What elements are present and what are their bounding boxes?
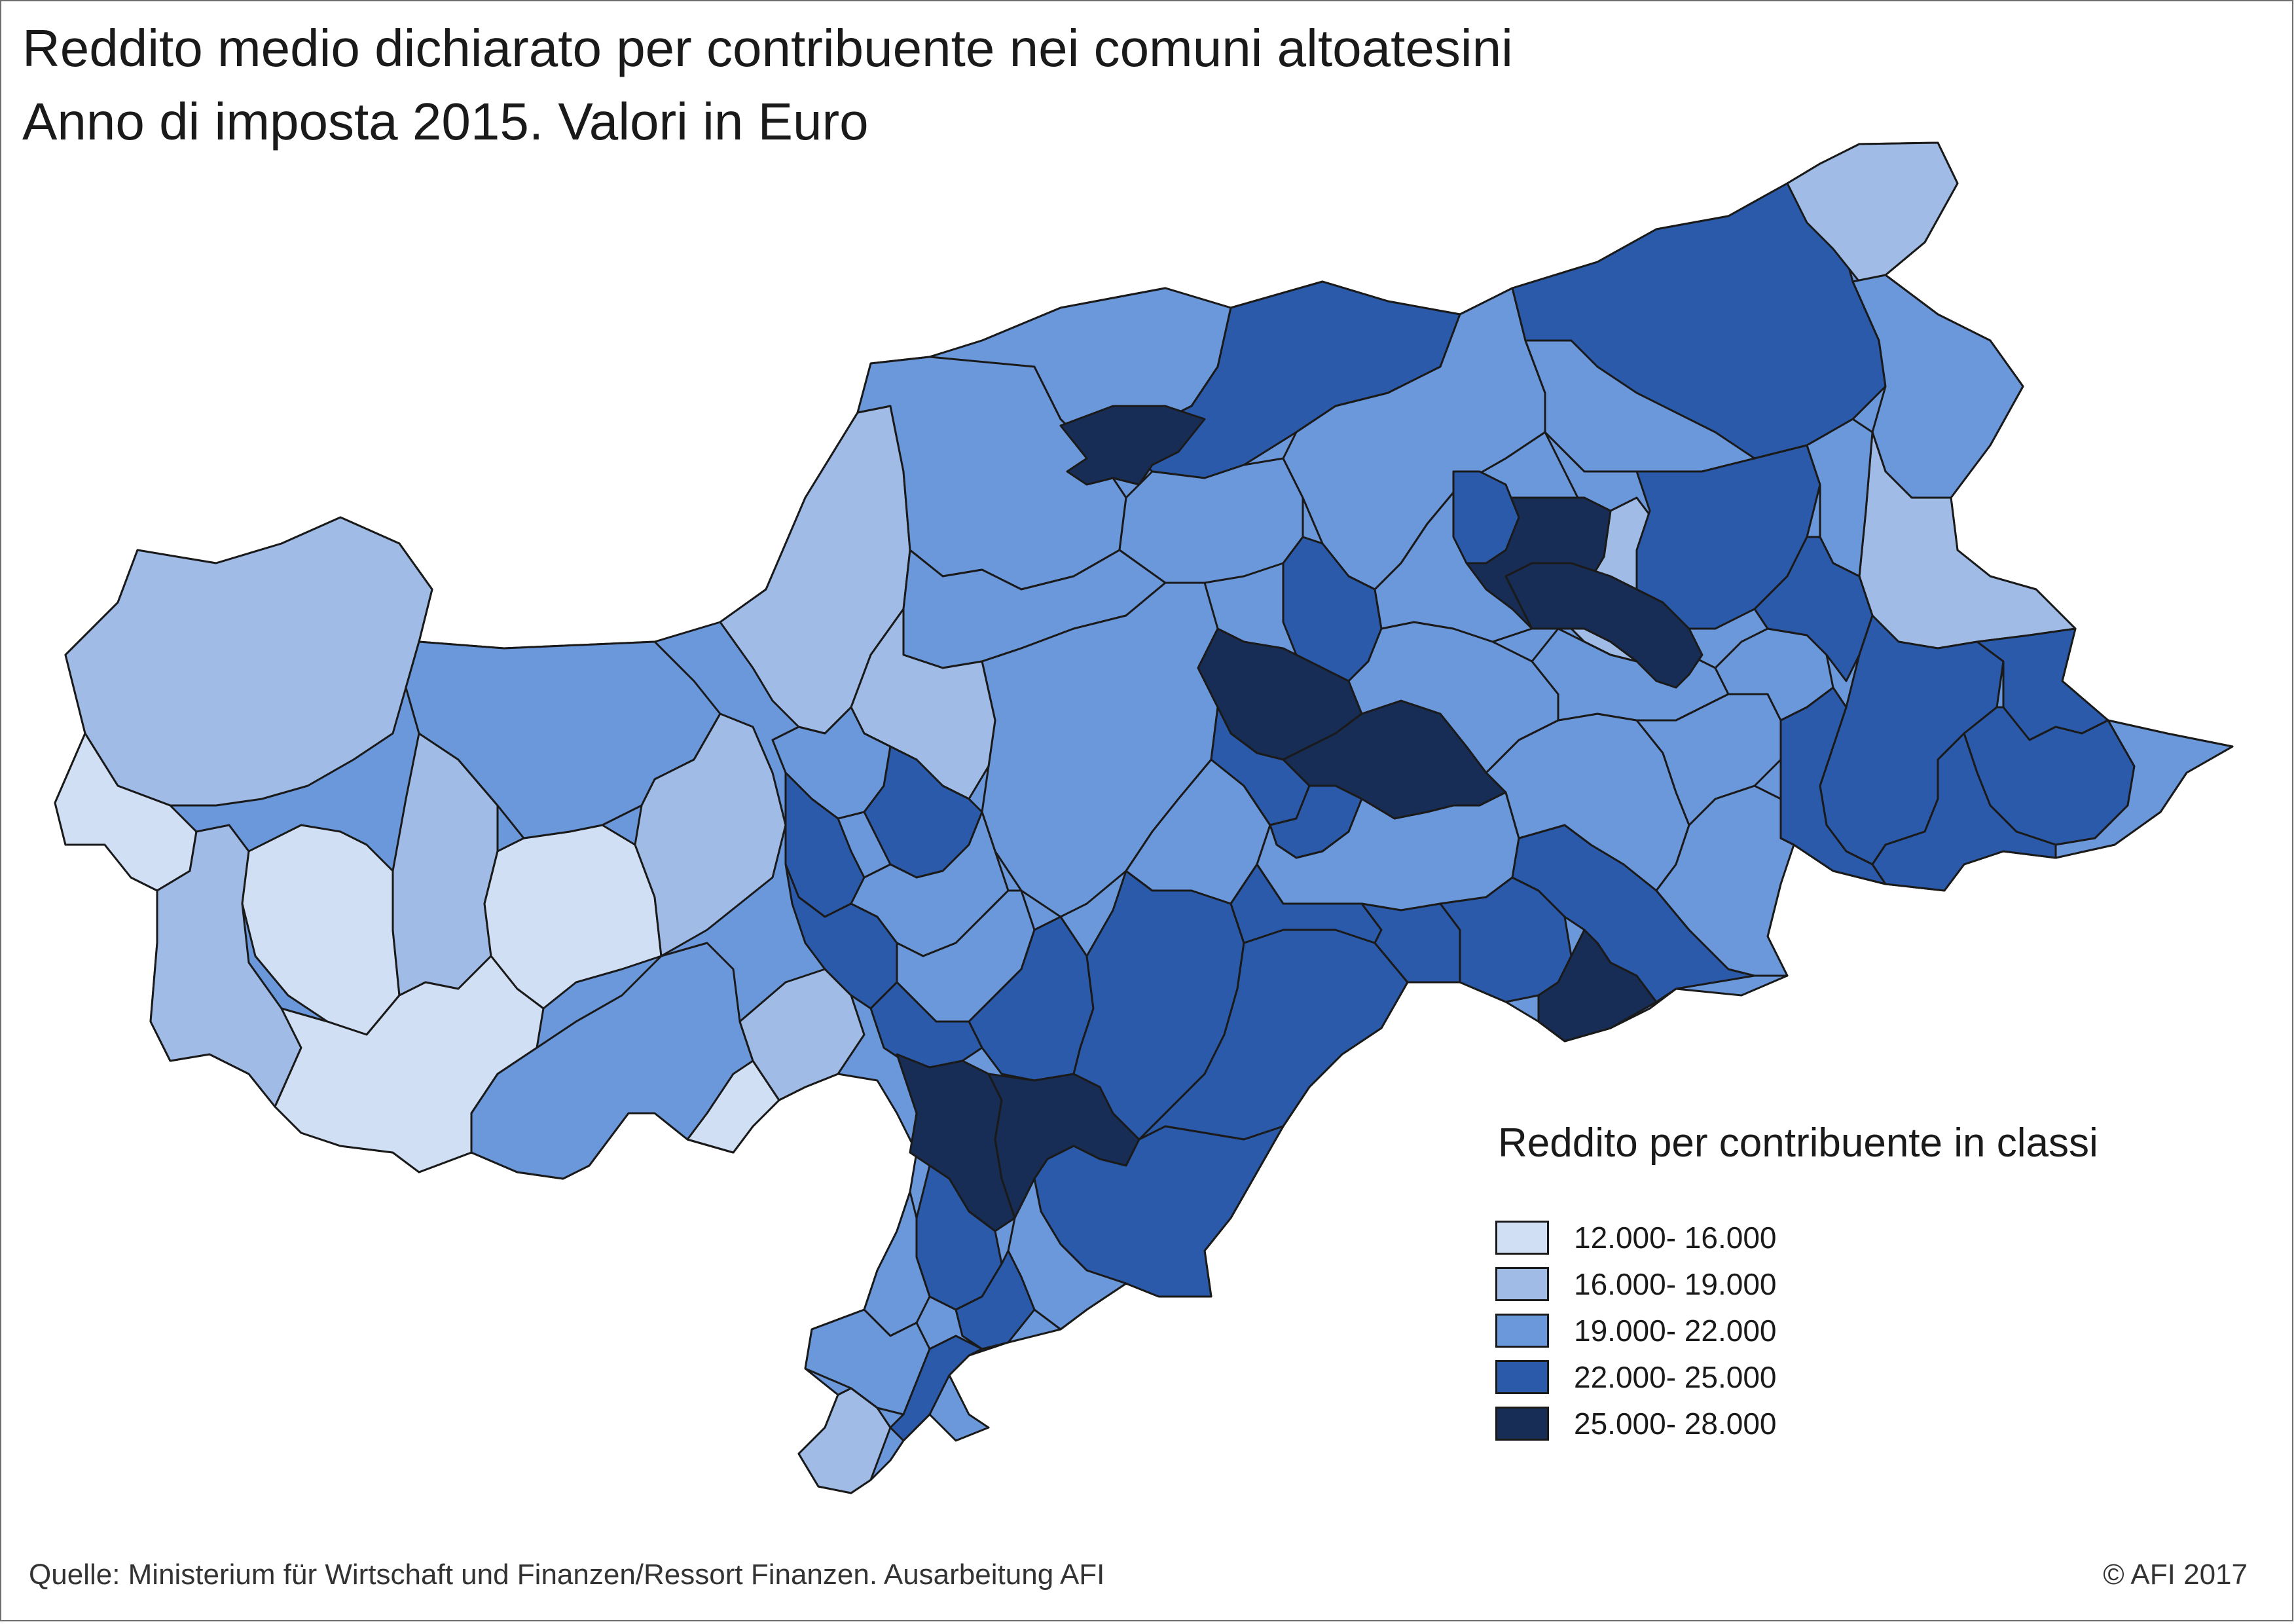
legend-swatch [1495,1360,1549,1394]
municipality [1210,706,1311,826]
municipality [889,1335,983,1442]
municipality [634,712,787,957]
municipality [405,640,721,840]
legend-label: 12.000- 16.000 [1574,1221,1777,1255]
municipality [2054,719,2234,859]
legend-label: 22.000- 25.000 [1574,1360,1777,1394]
legend-item: 22.000- 25.000 [1495,1357,1777,1397]
municipality [1118,457,1304,584]
legend-title: Reddito per contribuente in classi [1498,1120,2098,1166]
copyright-credit: © AFI 2017 [2103,1559,2248,1591]
legend-swatch [1495,1314,1549,1348]
legend-label: 19.000- 22.000 [1574,1314,1777,1348]
source-note: Quelle: Ministerium für Wirtschaft und F… [29,1559,1105,1591]
municipality [1452,470,1520,564]
municipality [1871,732,2057,892]
legend-item: 12.000- 16.000 [1495,1218,1777,1257]
municipality [1786,141,1959,283]
municipality [1059,405,1206,486]
legend-label: 16.000- 19.000 [1574,1267,1777,1301]
legend-item: 19.000- 22.000 [1495,1311,1777,1350]
legend-label: 25.000- 28.000 [1574,1407,1777,1441]
municipality [738,968,866,1101]
legend-swatch [1495,1267,1549,1301]
legend-item: 16.000- 19.000 [1495,1264,1777,1304]
map-title: Reddito medio dichiarato per contribuent… [22,19,1513,77]
municipality [955,1249,1036,1350]
legend-swatch [1495,1221,1549,1255]
municipality [1439,876,1573,1003]
municipality [1504,562,1704,689]
map-subtitle: Anno di imposta 2015. Valori in Euro [22,92,869,151]
municipality [797,1387,892,1494]
legend-item: 25.000- 28.000 [1495,1404,1777,1443]
legend-swatch [1495,1407,1549,1441]
